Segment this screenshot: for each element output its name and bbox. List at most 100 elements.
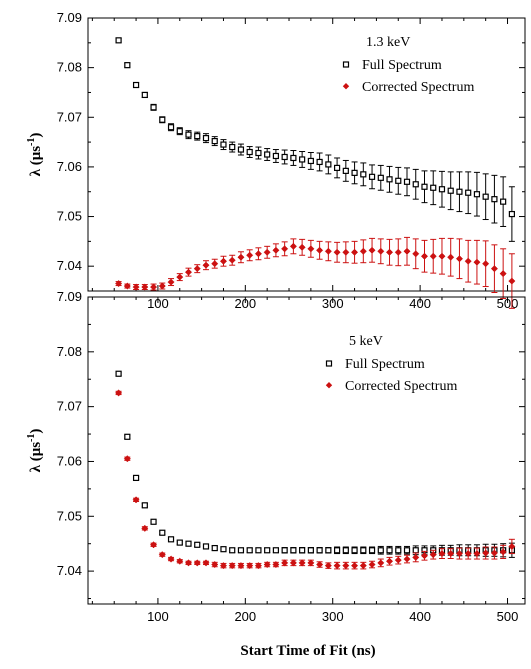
corrected-spectrum-point [263, 248, 271, 256]
full-spectrum-point [255, 149, 262, 157]
corrected-spectrum-point [132, 283, 140, 291]
full-spectrum-point [272, 547, 280, 554]
corrected-spectrum-point [473, 550, 481, 558]
full-spectrum-point [220, 141, 227, 148]
full-spectrum-point [281, 547, 288, 554]
corrected-spectrum-point [394, 248, 402, 256]
corrected-spectrum-point [211, 260, 219, 268]
corrected-spectrum-point [281, 245, 289, 253]
corrected-spectrum-point [385, 248, 394, 256]
corrected-spectrum-point [123, 455, 131, 463]
corrected-spectrum-point [184, 268, 193, 276]
energy-label: 5 keV [349, 334, 383, 349]
corrected-spectrum-point [359, 562, 367, 570]
corrected-spectrum-point [202, 261, 210, 269]
corrected-spectrum-point [202, 559, 210, 567]
corrected-spectrum-point [219, 257, 228, 265]
y-tick-label: 7.07 [57, 399, 82, 414]
corrected-spectrum-point [254, 250, 262, 258]
full-spectrum-point [255, 547, 262, 554]
full-spectrum-point [333, 164, 341, 172]
corrected-spectrum-point [141, 524, 149, 532]
legend-corrected-marker [342, 83, 350, 90]
corrected-spectrum-point [438, 550, 446, 558]
panel-top: 100 200 300 400 500 7.04 7.05 7.06 7.07 7.08 7.09 λ… [26, 10, 526, 311]
full-spectrum-point [194, 133, 201, 140]
corrected-spectrum-point [490, 549, 498, 557]
full-spectrum-point [368, 547, 376, 554]
full-spectrum-point [229, 143, 236, 151]
y-tick-label: 7.07 [57, 109, 82, 124]
full-spectrum-point [377, 174, 384, 181]
corrected-spectrum-point [333, 248, 341, 256]
full-spectrum-point [508, 210, 515, 218]
full-spectrum-point [115, 370, 122, 377]
full-spectrum-point [281, 153, 288, 161]
full-spectrum-point [167, 124, 175, 131]
corrected-spectrum-point [316, 246, 324, 254]
x-tick-label: 400 [409, 296, 431, 311]
y-tick-label: 7.04 [57, 258, 82, 273]
full-spectrum-point [500, 198, 507, 205]
corrected-spectrum-point [149, 541, 158, 549]
corrected-spectrum-point [377, 559, 385, 567]
full-spectrum-point [395, 177, 402, 184]
corrected-spectrum-point [176, 557, 184, 565]
full-spectrum-point [167, 536, 175, 543]
panel-bottom: 100 200 300 400 500 7.04 7.05 7.06 7.07 7.08 7.09 λ… [26, 289, 526, 624]
y-tick-label: 7.04 [57, 563, 82, 578]
x-tick-label: 200 [234, 296, 256, 311]
corrected-spectrum-point [324, 247, 332, 255]
corrected-spectrum-point [464, 550, 472, 558]
full-spectrum-point [185, 540, 192, 547]
y-tick-label: 7.05 [57, 508, 82, 523]
legend-full-marker [325, 360, 333, 367]
full-spectrum-point [316, 158, 323, 166]
full-spectrum-point [403, 547, 411, 554]
full-spectrum-point [124, 62, 131, 69]
corrected-spectrum-point [508, 277, 516, 285]
corrected-spectrum-point [289, 242, 297, 250]
full-spectrum-point [229, 547, 236, 554]
y-tick-label: 7.06 [57, 159, 82, 174]
x-tick-label: 100 [147, 296, 169, 311]
corrected-spectrum-point [351, 562, 359, 570]
full-spectrum-point [482, 193, 489, 200]
corrected-spectrum-point [438, 252, 446, 260]
corrected-spectrum-point [176, 273, 184, 281]
corrected-spectrum-point [246, 251, 254, 259]
corrected-spectrum-point [298, 243, 306, 251]
corrected-spectrum-point [482, 260, 490, 268]
full-spectrum-point [342, 167, 349, 174]
corrected-spectrum-point [377, 247, 385, 255]
corrected-spectrum-point [420, 552, 429, 560]
corrected-spectrum-point [237, 253, 245, 261]
full-spectrum-point [202, 135, 210, 142]
x-axis-label: Start Time of Fit (ns) [240, 643, 375, 659]
full-spectrum-point [377, 547, 384, 554]
corrected-spectrum-point [482, 549, 490, 557]
legend-full-marker [342, 61, 350, 68]
full-spectrum-point [421, 183, 428, 190]
y-axis-label: λ (μs-1) [26, 133, 44, 177]
full-spectrum-point [124, 433, 131, 440]
corrected-spectrum-point [193, 559, 201, 567]
corrected-spectrum-point [246, 562, 254, 570]
corrected-spectrum-point [499, 270, 507, 278]
full-spectrum-point [211, 137, 218, 145]
corrected-spectrum-point [455, 255, 464, 263]
full-spectrum-point [412, 547, 419, 554]
y-tick-label: 7.08 [57, 60, 82, 75]
corrected-spectrum-point [298, 559, 306, 567]
full-spectrum-point [290, 154, 297, 162]
y-tick-label: 7.05 [57, 209, 82, 224]
corrected-spectrum-point [237, 562, 245, 570]
full-spectrum-point [272, 152, 280, 160]
corrected-spectrum-point [359, 247, 367, 255]
full-spectrum-point [159, 116, 166, 123]
full-spectrum-point [386, 547, 393, 554]
full-spectrum-point [264, 151, 271, 158]
corrected-spectrum-point [403, 555, 411, 563]
legend-full-label: Full Spectrum [362, 58, 442, 73]
corrected-spectrum-point [158, 282, 166, 290]
